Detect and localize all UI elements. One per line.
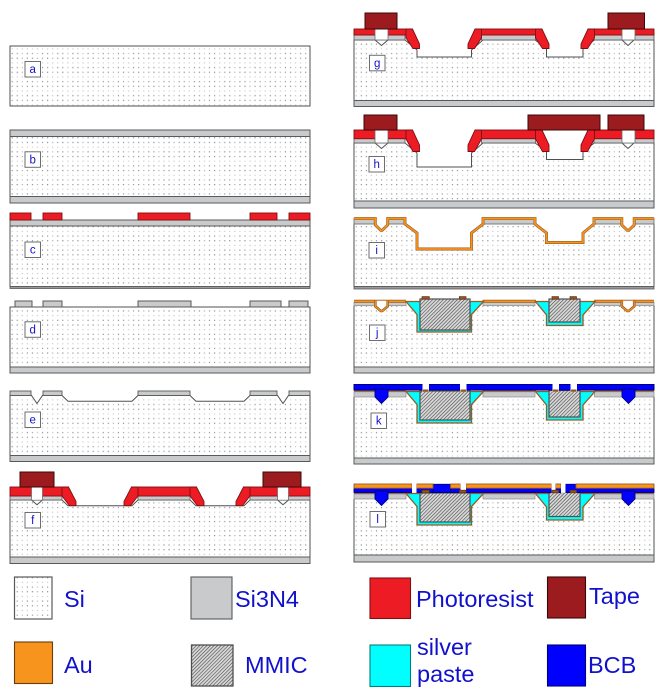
svg-text:paste: paste <box>417 661 475 687</box>
svg-text:f: f <box>31 515 35 527</box>
svg-text:a: a <box>29 64 36 76</box>
svg-text:i: i <box>375 245 378 257</box>
svg-text:Photoresist: Photoresist <box>416 586 534 612</box>
svg-text:k: k <box>376 416 382 428</box>
svg-text:Au: Au <box>64 652 93 678</box>
svg-text:d: d <box>29 324 35 336</box>
svg-text:h: h <box>373 159 379 171</box>
svg-text:b: b <box>29 154 35 166</box>
svg-text:Si3N4: Si3N4 <box>235 586 299 612</box>
svg-text:silver: silver <box>417 634 472 660</box>
svg-text:Tape: Tape <box>589 583 640 609</box>
svg-text:j: j <box>375 328 379 340</box>
svg-text:g: g <box>374 58 380 70</box>
svg-text:e: e <box>29 415 35 427</box>
svg-text:MMIC: MMIC <box>245 652 308 678</box>
svg-text:l: l <box>376 514 379 526</box>
svg-text:BCB: BCB <box>588 652 636 678</box>
svg-text:Si: Si <box>64 586 85 612</box>
svg-text:c: c <box>30 245 36 257</box>
